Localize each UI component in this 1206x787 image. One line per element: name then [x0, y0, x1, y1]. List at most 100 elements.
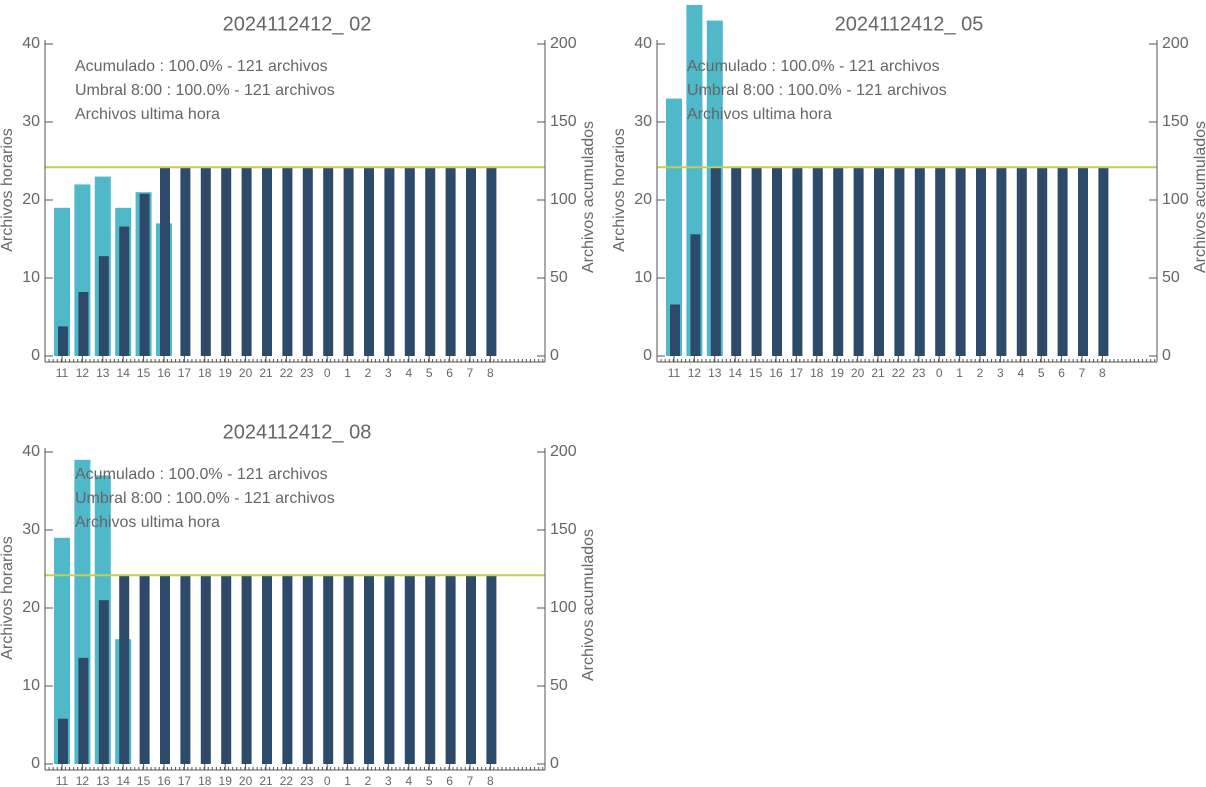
- y2-tick-label: 50: [550, 269, 568, 286]
- x-tick-label: 18: [810, 366, 824, 380]
- x-tick-label: 16: [157, 774, 171, 787]
- subplot: 11 12 13 14 15 16 17 18 19 20 21 22 23 0 1 2 3 4 5 6 7 801020…: [611, 5, 1206, 380]
- x-tick-label: 22: [280, 366, 294, 380]
- bar: [731, 167, 742, 356]
- x-tick-label: 2: [365, 774, 372, 787]
- y2-tick-label: 0: [550, 347, 559, 364]
- chart-title: 2024112412_ 08: [223, 421, 372, 443]
- bar: [98, 600, 109, 764]
- x-tick-label: 7: [1079, 366, 1086, 380]
- x-tick-label: 1: [956, 366, 963, 380]
- x-tick-label: 0: [936, 366, 943, 380]
- x-tick-label: 20: [239, 366, 253, 380]
- x-tick-label: 3: [385, 366, 392, 380]
- legend-entry: Acumulado : 100.0% - 121 archivos: [75, 466, 328, 483]
- bar: [874, 167, 884, 356]
- x-tick-label: 7: [467, 366, 474, 380]
- bar: [58, 326, 68, 356]
- x-tick-label: 20: [851, 366, 865, 380]
- y-tick-label: 40: [22, 443, 40, 460]
- bar: [200, 167, 211, 356]
- bar: [1037, 167, 1048, 356]
- bar: [180, 575, 191, 764]
- bar: [976, 167, 986, 356]
- x-tick-label: 11: [56, 366, 69, 380]
- x-tick-label: 18: [198, 366, 212, 380]
- bar: [180, 167, 191, 356]
- bar: [955, 167, 966, 356]
- x-tick-label: 6: [1058, 366, 1065, 380]
- bar: [343, 575, 354, 764]
- legend-entry: Archivos ultima hora: [75, 106, 220, 123]
- bar: [58, 718, 68, 764]
- bar: [853, 167, 864, 356]
- x-tick-label: 11: [56, 774, 69, 787]
- x-tick-label: 14: [117, 366, 131, 380]
- y-tick-label: 40: [22, 35, 40, 52]
- bar: [78, 292, 89, 356]
- legend-entry: Acumulado : 100.0% - 121 archivos: [75, 58, 328, 75]
- x-tick-label: 4: [1017, 366, 1024, 380]
- x-tick-label: 6: [446, 774, 453, 787]
- x-tick-label: 11: [668, 366, 681, 380]
- chart-title: 2024112412_ 02: [223, 13, 372, 35]
- y2-tick-label: 50: [550, 677, 568, 694]
- bar: [404, 575, 415, 764]
- bar: [200, 575, 211, 764]
- x-tick-label: 6: [446, 366, 453, 380]
- legend-entry: Umbral 8:00 : 100.0% - 121 archivos: [687, 82, 947, 99]
- bar: [139, 193, 150, 356]
- bar: [302, 575, 313, 764]
- bar: [894, 167, 905, 356]
- y2-tick-label: 150: [1162, 113, 1189, 130]
- y2-tick-label: 100: [1162, 191, 1189, 208]
- legend-entry: Archivos ultima hora: [75, 514, 220, 531]
- x-tick-label: 18: [198, 774, 212, 787]
- bar: [119, 575, 130, 764]
- x-tick-label: 1: [344, 774, 351, 787]
- x-tick-label: 23: [912, 366, 926, 380]
- x-tick-label: 13: [708, 366, 722, 380]
- bar: [666, 98, 682, 356]
- bar: [221, 575, 232, 764]
- bar: [1057, 167, 1068, 356]
- x-tick-label: 5: [426, 366, 433, 380]
- y2-tick-label: 150: [550, 113, 577, 130]
- y-tick-label: 20: [22, 191, 40, 208]
- x-tick-label: 14: [117, 774, 131, 787]
- x-tick-label: 21: [259, 366, 273, 380]
- x-tick-label: 5: [1038, 366, 1045, 380]
- y2-tick-label: 50: [1162, 269, 1180, 286]
- x-tick-label: 12: [76, 774, 90, 787]
- bar: [160, 167, 170, 356]
- bar: [241, 167, 252, 356]
- bar: [54, 537, 70, 764]
- y-tick-label: 20: [22, 599, 40, 616]
- x-tick-label: 15: [749, 366, 763, 380]
- y2-axis-label: Archivos acumulados: [580, 529, 597, 681]
- bar: [425, 167, 436, 356]
- bar: [384, 167, 395, 356]
- y-tick-label: 10: [634, 269, 652, 286]
- bar: [78, 657, 89, 764]
- x-tick-label: 1: [344, 366, 351, 380]
- x-tick-label: 19: [831, 366, 845, 380]
- x-tick-label: 3: [997, 366, 1004, 380]
- bar: [262, 167, 272, 356]
- bar: [466, 167, 476, 356]
- x-tick-label: 13: [96, 366, 110, 380]
- x-tick-label: 15: [137, 774, 151, 787]
- x-tick-label: 0: [324, 366, 331, 380]
- bar: [119, 226, 130, 356]
- bar: [914, 167, 925, 356]
- bar: [996, 167, 1007, 356]
- bar: [1098, 167, 1109, 356]
- x-tick-label: 13: [96, 774, 110, 787]
- bar: [772, 167, 782, 356]
- bar: [364, 575, 374, 764]
- bar: [139, 575, 150, 764]
- y-tick-label: 10: [22, 677, 40, 694]
- x-tick-label: 22: [280, 774, 294, 787]
- x-tick-label: 17: [178, 774, 192, 787]
- bar: [1016, 167, 1027, 356]
